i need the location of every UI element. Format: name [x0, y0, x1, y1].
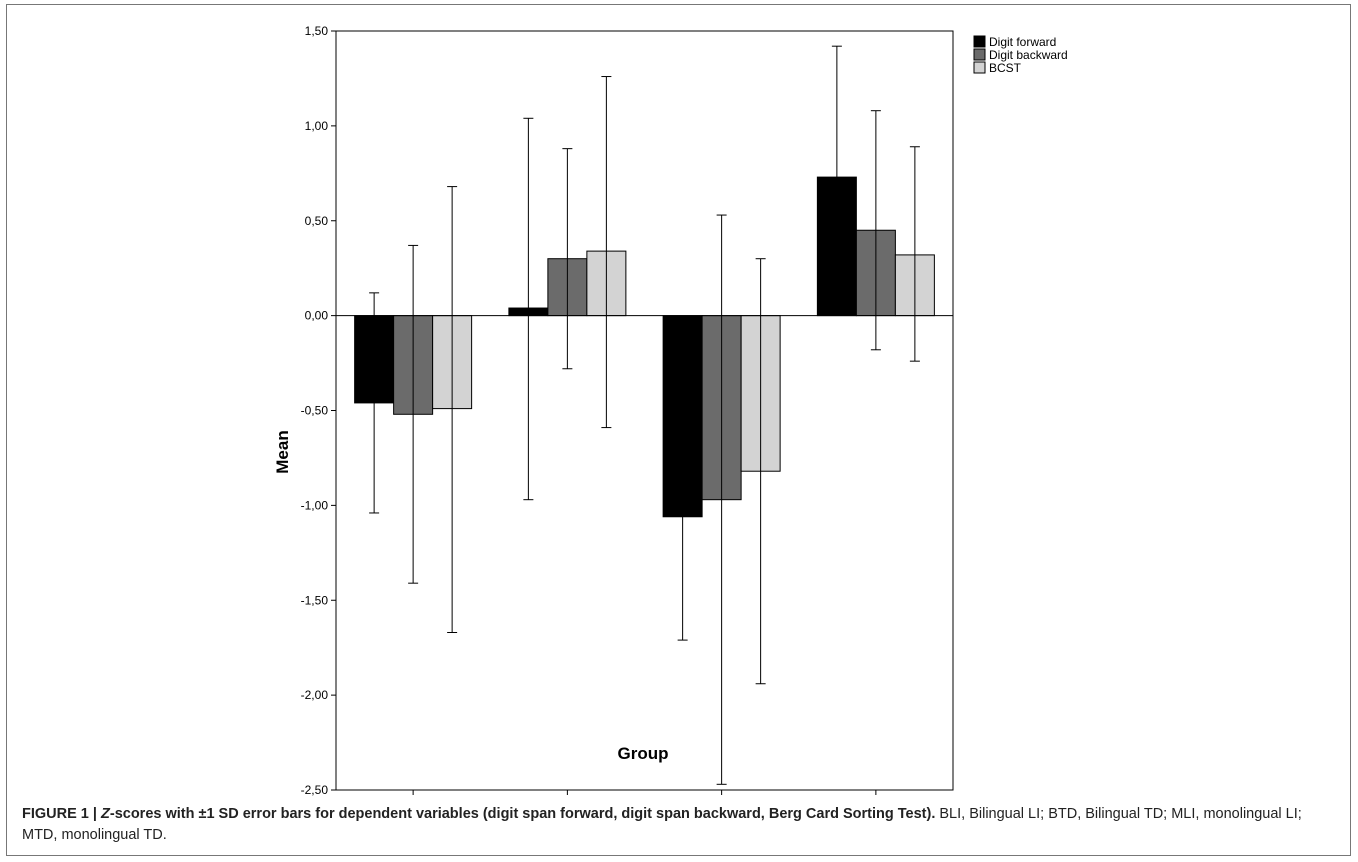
legend-label: BCST	[989, 61, 1022, 75]
y-tick-label: 0,00	[305, 309, 329, 323]
y-tick-label: -1,50	[301, 593, 329, 607]
legend-swatch	[973, 61, 986, 74]
x-tick-label: BTD	[555, 798, 579, 800]
caption-label: FIGURE 1 |	[22, 806, 101, 822]
y-tick-label: 1,00	[305, 119, 329, 133]
x-axis-title: Group	[618, 744, 669, 763]
bar-chart: 1,50 1,00 0,50 0,00 -0,50 -1,00 -1,50 -2,00 -2,5…	[273, 24, 1068, 800]
y-tick-label: -1,00	[301, 498, 329, 512]
x-tick-label: MLI	[712, 798, 732, 800]
legend-label: Digit backward	[989, 48, 1068, 62]
legend-label: Digit forward	[989, 35, 1056, 49]
y-tick-label: 1,50	[305, 24, 329, 38]
plot-area: 1,50 1,00 0,50 0,00 -0,50 -1,00 -1,50 -2,00 -2,5…	[301, 24, 954, 800]
x-tick-label: BLI	[404, 798, 422, 800]
legend-swatch	[973, 48, 986, 61]
x-tick-label: MTD	[863, 798, 889, 800]
y-tick-label: -2,50	[301, 783, 329, 797]
y-axis-title: Mean	[273, 430, 292, 473]
caption-title-text: -scores with ±1 SD error bars for depend…	[109, 806, 936, 822]
figure-frame	[6, 4, 1351, 856]
caption-body: BLI, Bilingual LI; BTD, Bilingual TD; ML…	[22, 806, 1302, 843]
y-tick-label: -0,50	[301, 404, 329, 418]
caption-title: FIGURE 1 | Z-scores with ±1 SD error bar…	[22, 806, 935, 822]
caption-z-letter: Z	[101, 806, 110, 822]
legend-swatch	[973, 35, 986, 48]
figure-caption: FIGURE 1 | Z-scores with ±1 SD error bar…	[22, 804, 1337, 846]
y-tick-label: 0,50	[305, 214, 329, 228]
y-tick-label: -2,00	[301, 688, 329, 702]
